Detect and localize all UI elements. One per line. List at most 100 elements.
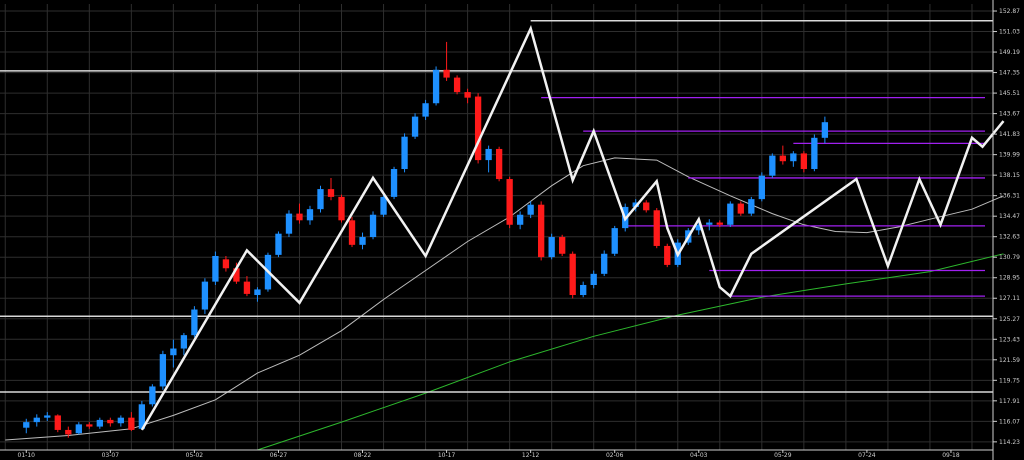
candle-body [44,415,51,418]
candle-body [201,281,209,310]
candle [254,287,261,302]
candle-body [233,268,240,282]
y-tick-label: 117.91 [999,398,1020,405]
y-tick-label: 136.31 [999,193,1020,200]
candle-body [243,281,251,294]
candle-body [611,228,618,254]
candle-body [800,153,808,170]
candle-body [432,69,440,104]
candle-body [170,348,177,356]
y-tick-label: 134.47 [999,213,1020,220]
y-tick-label: 145.51 [999,90,1020,97]
candle-body [411,116,419,137]
candle-body [75,424,82,434]
candle [327,177,335,201]
candle [695,221,702,235]
candle-body [569,253,576,296]
candle [790,151,797,167]
candle [779,145,786,165]
x-tick-label: 12-12 [522,452,540,459]
candle-body [275,233,282,255]
x-tick-label: 05-29 [774,452,792,459]
candle [821,116,829,144]
candle [548,233,555,260]
y-tick-label: 127.11 [999,295,1020,302]
x-tick-label: 01-10 [18,452,36,459]
candle [23,418,30,434]
candle-body [737,203,744,214]
candle [149,384,156,407]
candle [117,415,124,427]
y-tick-label: 152.87 [999,8,1020,15]
y-tick-label: 149.19 [999,49,1020,56]
x-tick-label: 10-17 [438,452,456,459]
candle [44,412,51,422]
candle-body [443,69,450,78]
candle [296,203,303,224]
candle [159,350,167,390]
candle [348,216,356,248]
candle [285,210,293,238]
candle [75,422,82,435]
candle-body [758,175,765,200]
y-tick-label: 138.15 [999,172,1020,179]
candle-body [506,179,513,225]
candle-body [180,335,188,349]
candle-body [538,204,545,258]
horizontal-levels [0,19,993,393]
candle [96,417,103,429]
moving-average-fast [5,157,1004,441]
candle [590,270,597,289]
candle-body [474,96,482,161]
candle [495,146,503,182]
candle [422,99,429,120]
candle [275,231,282,258]
candle [54,414,61,433]
x-tick-label: 06-27 [270,452,288,459]
candle [212,251,219,285]
candle-body [86,424,93,427]
candle-body [821,122,829,138]
candle [706,219,713,231]
candle-body [559,237,566,254]
y-tick-label: 141.83 [999,131,1020,138]
candle [727,201,734,227]
candle [33,414,40,427]
candle [86,422,93,429]
candle [464,88,471,104]
zigzag-line [140,24,1005,431]
candle-body [495,148,503,180]
candle [569,251,576,299]
candle [180,332,188,356]
candle [506,176,513,229]
candle-body [348,220,356,245]
candle-body [254,289,261,296]
candle-body [527,204,534,215]
candle-body [716,222,723,225]
candle [516,211,524,230]
y-tick-label: 125.27 [999,316,1020,323]
candle [453,75,461,95]
candle-body [191,309,198,336]
candle [107,417,114,427]
candle-body [390,169,398,197]
candle-body [643,202,650,211]
candle-body [285,213,293,234]
candle [474,93,482,164]
candle [643,200,650,213]
candle-body [369,214,377,238]
candle-body [769,155,776,176]
candle [758,172,765,202]
candle [201,278,209,314]
y-tick-label: 143.67 [999,111,1020,118]
candle [390,166,398,200]
candle [811,134,818,172]
y-tick-label: 139.99 [999,152,1020,159]
candle-body [222,259,230,269]
candle [338,194,345,223]
candles [23,41,829,438]
candle [128,412,135,432]
y-tick-label: 151.03 [999,29,1020,36]
